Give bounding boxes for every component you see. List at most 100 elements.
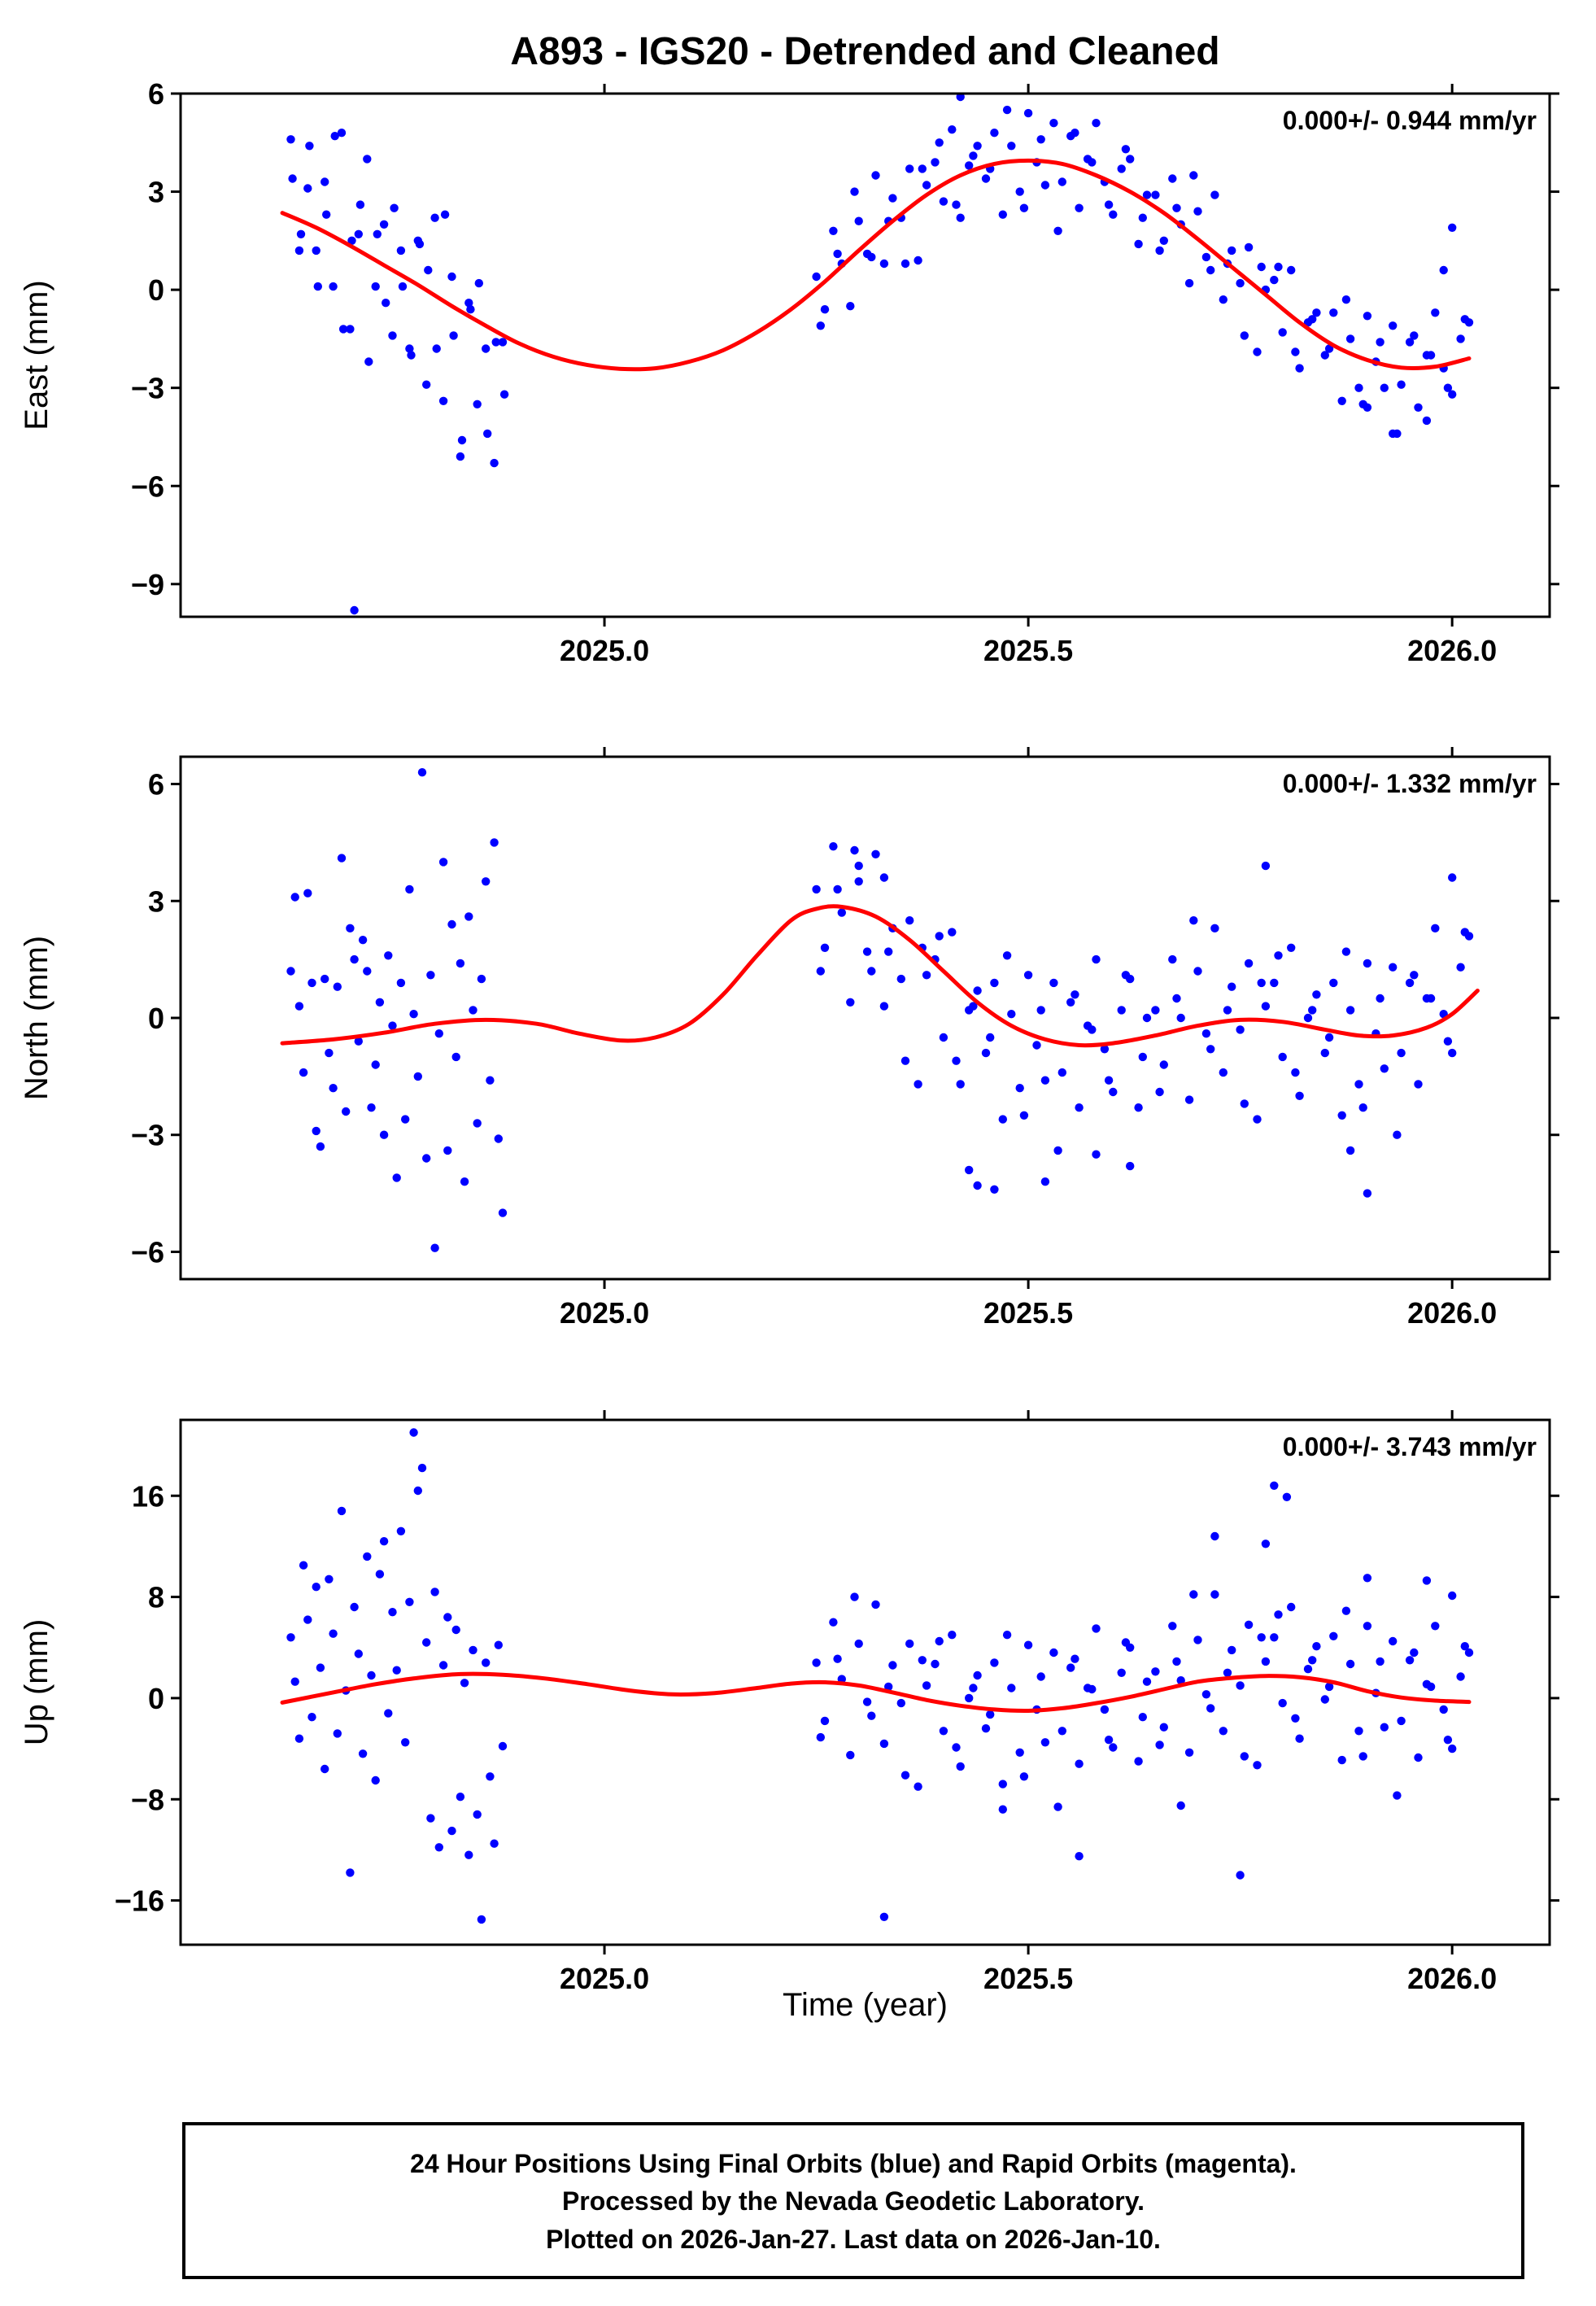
data-point [1219,1068,1228,1077]
data-point [1036,1672,1045,1681]
data-point [346,1868,355,1877]
data-point [1071,1654,1079,1663]
data-point [1376,338,1385,347]
up-rate-annotation: 0.000+/- 3.743 mm/yr [1283,1432,1537,1461]
data-point [294,1734,304,1743]
data-point [1363,959,1372,968]
data-point [1303,1665,1313,1674]
data-point [392,1173,401,1182]
north-rate-annotation: 0.000+/- 1.332 mm/yr [1283,769,1537,798]
data-point [1414,403,1423,412]
data-point [390,203,399,212]
data-point [1002,105,1012,115]
data-point [1176,1013,1185,1023]
data-point [1291,1068,1300,1077]
data-point [914,255,922,265]
data-point [358,1749,368,1758]
caption-line-3: Plotted on 2026-Jan-27. Last data on 202… [546,2224,1161,2254]
up-tick-labels: −16 −8 0 8 16 2025.0 2025.5 2026.0 [115,1479,1497,1995]
data-point [1117,164,1126,173]
data-point [482,877,491,886]
data-point [1431,924,1440,932]
data-point [379,220,389,229]
data-point [1168,174,1177,183]
east-xtick-label: 2026.0 [1407,634,1497,667]
data-point [379,1130,389,1139]
data-point [1358,1103,1367,1112]
data-point [1320,1048,1330,1058]
data-point [914,1782,922,1791]
data-point [1126,155,1135,164]
data-point [1121,971,1131,980]
data-point [1151,1006,1160,1015]
data-point [333,982,342,991]
data-point [1389,321,1398,330]
data-point [1053,226,1062,235]
data-point [307,1713,316,1722]
east-xtick-label: 2025.5 [983,634,1073,667]
caption-line-2: Processed by the Nevada Geodetic Laborat… [561,2186,1145,2216]
data-point [329,282,338,291]
data-point [1363,1622,1372,1631]
north-xtick-label: 2025.0 [560,1296,649,1330]
data-point [1219,295,1228,304]
data-point [1443,1037,1453,1046]
data-point [350,954,359,964]
data-point [338,325,348,334]
data-point [1092,119,1101,128]
data-point [371,282,380,291]
data-point [990,1658,999,1667]
data-point [1426,351,1436,360]
data-point [829,842,838,851]
data-point [430,213,439,222]
data-point [1057,1068,1067,1077]
data-point [900,1771,910,1780]
data-point [407,351,416,360]
data-point [1189,916,1198,925]
data-point [965,161,974,170]
up-frame [179,1418,1551,1946]
data-point [373,229,382,238]
data-point [812,1658,821,1667]
data-point [363,155,372,164]
data-point [1142,190,1152,199]
data-point [969,151,978,160]
data-point [443,1613,452,1622]
data-point [998,1805,1008,1814]
data-point [417,1463,427,1473]
data-point [846,302,855,311]
data-point [355,200,365,209]
data-point [1464,1648,1474,1657]
data-point [1138,213,1148,222]
data-point [305,142,314,151]
data-point [952,200,961,209]
data-point [1358,1752,1367,1761]
data-point [1320,351,1330,360]
data-point [388,1021,397,1030]
data-point [1422,1576,1432,1585]
data-point [307,978,316,988]
data-point [1032,1041,1041,1050]
data-point [1448,390,1457,399]
data-point [438,1661,448,1670]
data-point [1193,1636,1202,1644]
data-point [1341,295,1351,304]
data-point [350,1602,359,1612]
data-point [286,1633,295,1642]
north-axis-ticks [171,747,1559,1289]
data-point [1159,236,1169,245]
up-ytick-label: 0 [148,1682,164,1715]
data-point [1023,971,1033,980]
data-point [1431,1622,1440,1631]
data-point [1193,967,1202,976]
data-point [477,1915,486,1924]
data-point [325,1574,334,1583]
data-point [1393,1791,1402,1800]
data-point [1354,383,1363,392]
up-model-line [280,1671,1472,1714]
up-xtick-label: 2025.0 [560,1962,649,1995]
data-point [1172,994,1181,1003]
data-point [973,142,982,151]
data-point [1257,1633,1266,1642]
data-point [1240,331,1249,340]
